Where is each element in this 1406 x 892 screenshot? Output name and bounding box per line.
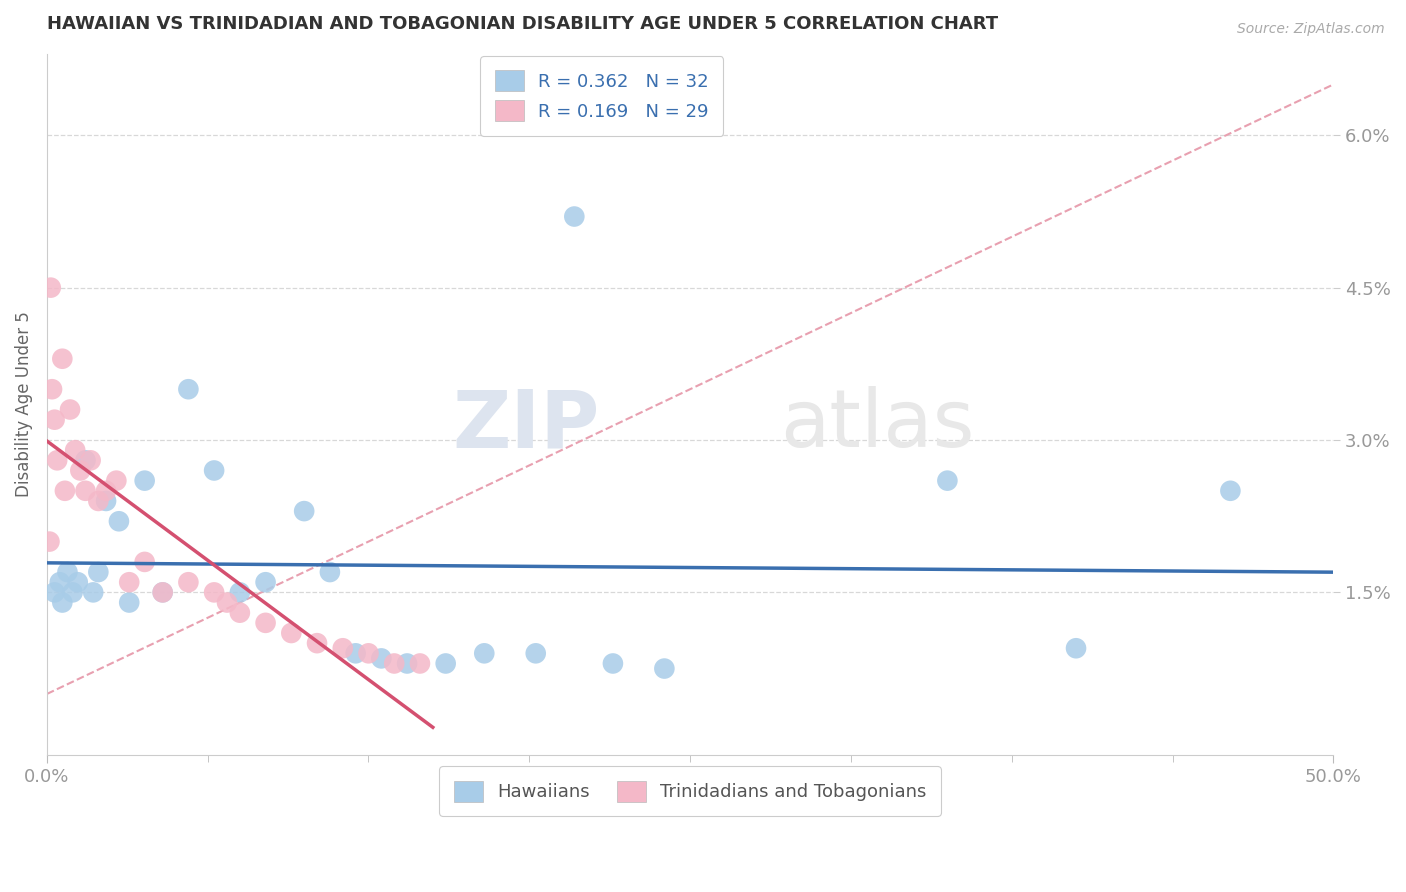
Point	[44, 413, 66, 427]
Point	[152, 585, 174, 599]
Point	[46, 453, 69, 467]
Point	[69, 463, 91, 477]
Point	[63, 443, 86, 458]
Point	[66, 575, 89, 590]
Point	[229, 585, 252, 599]
Point	[936, 474, 959, 488]
Legend: Hawaiians, Trinidadians and Tobagonians: Hawaiians, Trinidadians and Tobagonians	[439, 766, 941, 816]
Point	[229, 606, 252, 620]
Point	[59, 402, 82, 417]
Point	[319, 565, 342, 579]
Point	[254, 575, 277, 590]
Y-axis label: Disability Age Under 5: Disability Age Under 5	[15, 311, 32, 498]
Point	[82, 585, 104, 599]
Point	[215, 595, 238, 609]
Point	[1064, 641, 1087, 656]
Point	[357, 646, 380, 660]
Point	[118, 595, 141, 609]
Point	[305, 636, 328, 650]
Point	[280, 626, 302, 640]
Point	[134, 555, 156, 569]
Point	[382, 657, 405, 671]
Point	[94, 494, 117, 508]
Point	[108, 514, 131, 528]
Point	[41, 382, 63, 396]
Point	[51, 595, 73, 609]
Text: HAWAIIAN VS TRINIDADIAN AND TOBAGONIAN DISABILITY AGE UNDER 5 CORRELATION CHART: HAWAIIAN VS TRINIDADIAN AND TOBAGONIAN D…	[46, 15, 998, 33]
Point	[370, 651, 392, 665]
Point	[51, 351, 73, 366]
Point	[44, 585, 66, 599]
Point	[562, 210, 585, 224]
Point	[434, 657, 457, 671]
Point	[177, 382, 200, 396]
Point	[202, 463, 225, 477]
Point	[56, 565, 79, 579]
Point	[524, 646, 547, 660]
Point	[87, 565, 110, 579]
Point	[75, 483, 97, 498]
Point	[38, 534, 60, 549]
Point	[118, 575, 141, 590]
Point	[344, 646, 367, 660]
Point	[1219, 483, 1241, 498]
Text: atlas: atlas	[780, 386, 974, 465]
Point	[62, 585, 84, 599]
Point	[48, 575, 70, 590]
Text: ZIP: ZIP	[453, 386, 600, 465]
Point	[75, 453, 97, 467]
Point	[39, 280, 62, 294]
Point	[332, 641, 354, 656]
Point	[602, 657, 624, 671]
Point	[134, 474, 156, 488]
Point	[472, 646, 495, 660]
Point	[79, 453, 101, 467]
Point	[53, 483, 76, 498]
Point	[654, 662, 676, 676]
Point	[177, 575, 200, 590]
Point	[202, 585, 225, 599]
Point	[105, 474, 128, 488]
Point	[396, 657, 419, 671]
Point	[292, 504, 315, 518]
Point	[94, 483, 117, 498]
Point	[152, 585, 174, 599]
Text: Source: ZipAtlas.com: Source: ZipAtlas.com	[1237, 22, 1385, 37]
Point	[87, 494, 110, 508]
Point	[254, 615, 277, 630]
Point	[409, 657, 432, 671]
